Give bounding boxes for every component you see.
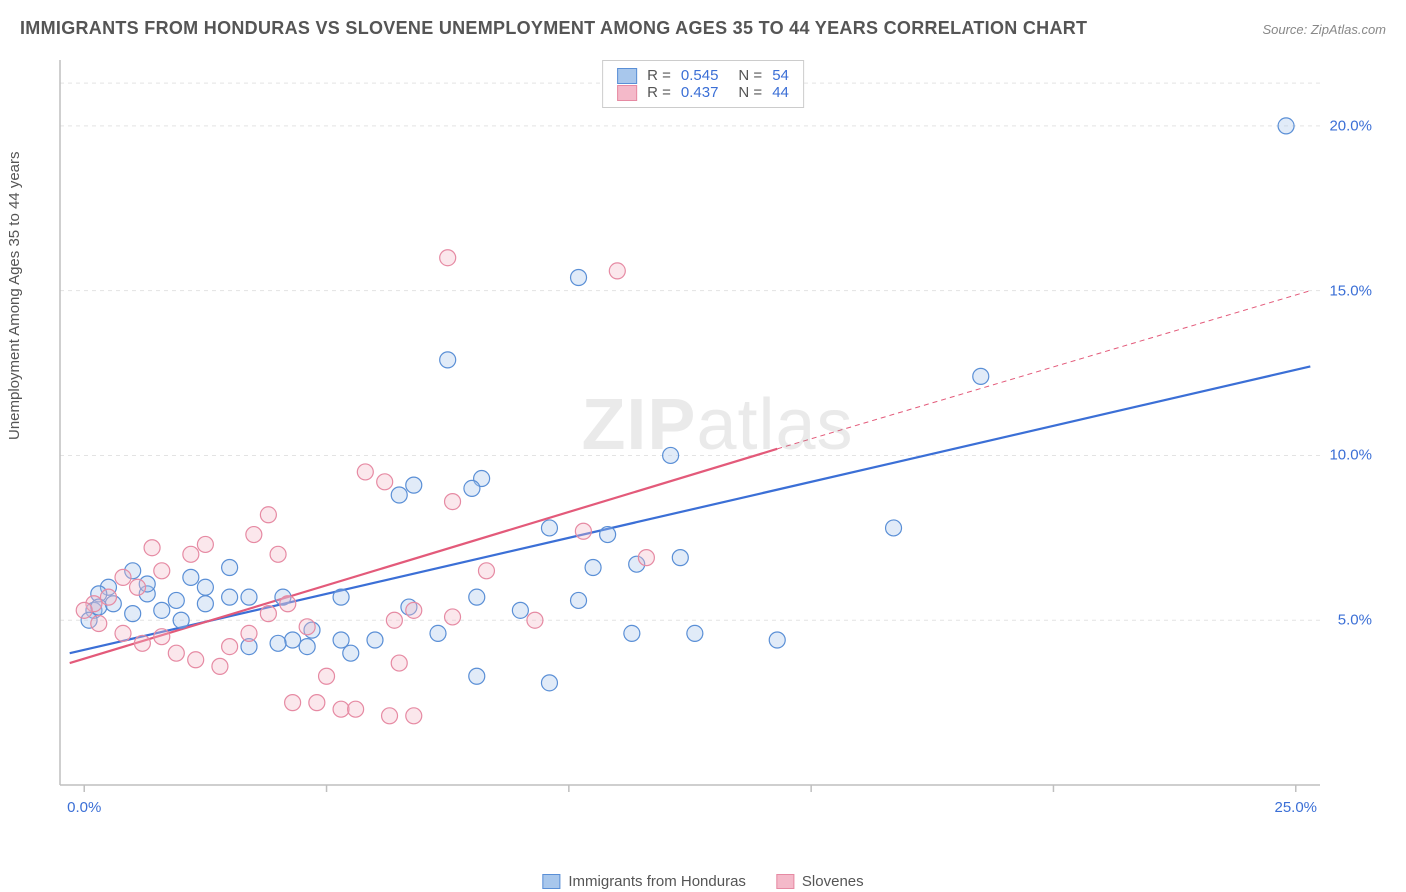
legend-item-slovenes: Slovenes <box>776 873 864 890</box>
y-tick-label: 20.0% <box>1329 117 1372 134</box>
n-value-slovenes: 44 <box>772 84 789 101</box>
x-tick-label: 0.0% <box>67 799 101 816</box>
chart-area: ZIPatlas 0.0%25.0%5.0%10.0%15.0%20.0% <box>55 55 1380 825</box>
source-attribution: Source: ZipAtlas.com <box>1262 22 1386 37</box>
n-value-honduras: 54 <box>772 67 789 84</box>
y-tick-label: 15.0% <box>1329 282 1372 299</box>
series-legend: Immigrants from Honduras Slovenes <box>542 873 863 890</box>
swatch-honduras-bottom <box>542 874 560 889</box>
swatch-honduras <box>617 68 637 84</box>
y-axis-label: Unemployment Among Ages 35 to 44 years <box>6 151 23 440</box>
swatch-slovenes-bottom <box>776 874 794 889</box>
legend-row-honduras: R = 0.545 N = 54 <box>617 67 789 84</box>
legend-label-honduras: Immigrants from Honduras <box>568 873 746 890</box>
chart-title: IMMIGRANTS FROM HONDURAS VS SLOVENE UNEM… <box>20 18 1087 39</box>
r-value-honduras: 0.545 <box>681 67 719 84</box>
legend-label-slovenes: Slovenes <box>802 873 864 890</box>
legend-item-honduras: Immigrants from Honduras <box>542 873 746 890</box>
correlation-legend: R = 0.545 N = 54 R = 0.437 N = 44 <box>602 60 804 108</box>
legend-row-slovenes: R = 0.437 N = 44 <box>617 84 789 101</box>
r-value-slovenes: 0.437 <box>681 84 719 101</box>
x-tick-label: 25.0% <box>1274 799 1317 816</box>
swatch-slovenes <box>617 85 637 101</box>
y-tick-label: 5.0% <box>1338 612 1372 629</box>
y-tick-label: 10.0% <box>1329 447 1372 464</box>
scatter-plot <box>55 55 1380 825</box>
